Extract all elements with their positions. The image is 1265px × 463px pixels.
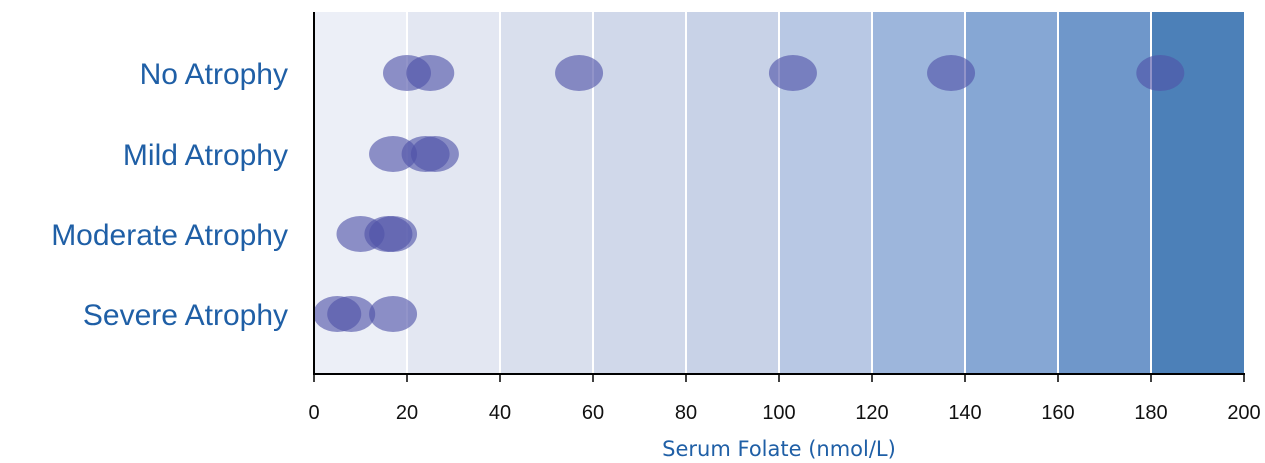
data-point xyxy=(1136,55,1185,91)
x-tick-label: 180 xyxy=(1134,402,1167,424)
category-label: Moderate Atrophy xyxy=(51,219,288,252)
background-band xyxy=(686,12,779,374)
x-tick-label: 160 xyxy=(1041,402,1074,424)
category-label: No Atrophy xyxy=(140,58,288,91)
data-point xyxy=(555,55,604,91)
background-band xyxy=(1058,12,1151,374)
x-tick-label: 40 xyxy=(489,402,511,424)
x-axis-title: Serum Folate (nmol/L) xyxy=(662,437,896,461)
data-points xyxy=(313,55,1185,332)
x-tick-label: 0 xyxy=(308,402,319,424)
data-point xyxy=(410,136,459,172)
x-tick-label: 80 xyxy=(675,402,697,424)
x-tick-label: 100 xyxy=(762,402,795,424)
category-label: Mild Atrophy xyxy=(123,139,288,172)
x-tick-label: 60 xyxy=(582,402,604,424)
x-tick-label: 120 xyxy=(855,402,888,424)
x-tick-label: 200 xyxy=(1227,402,1260,424)
data-point xyxy=(369,216,418,252)
background-band xyxy=(593,12,686,374)
x-tick-labels: 0 20 40 60 80 100 120 140 160 180 200 xyxy=(308,374,1261,424)
data-point xyxy=(406,55,455,91)
background-band xyxy=(965,12,1058,374)
x-tick-label: 20 xyxy=(396,402,418,424)
data-point xyxy=(768,55,817,91)
x-tick-label: 140 xyxy=(948,402,981,424)
category-labels: No Atrophy Mild Atrophy Moderate Atrophy Se… xyxy=(51,58,288,332)
data-point xyxy=(927,55,976,91)
data-point xyxy=(369,296,418,332)
background-bands xyxy=(314,12,1244,374)
category-label: Severe Atrophy xyxy=(83,299,288,332)
data-point xyxy=(327,296,376,332)
